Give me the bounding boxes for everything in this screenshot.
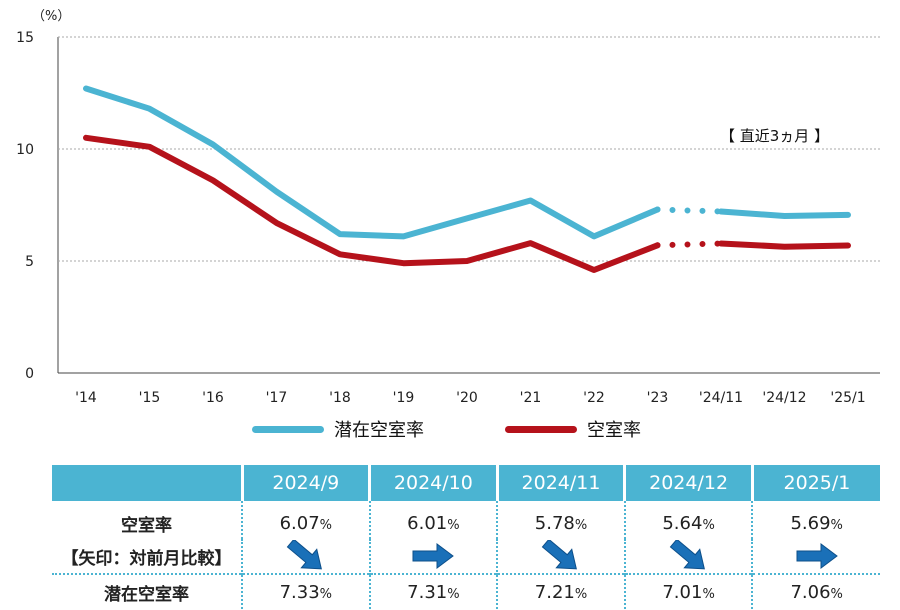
series-line-0 (83, 85, 661, 240)
x-tick-label: '24/11 (699, 390, 743, 406)
column-header: 2024/9 (240, 465, 370, 501)
row-label-potential: 潜在空室率 (52, 573, 242, 609)
recent-3-months-annotation: 【 直近3ヵ月 】 (720, 127, 829, 145)
column-header: 2024/11 (495, 465, 625, 501)
legend-swatch-vacancy (505, 425, 577, 433)
x-tick-label: '22 (583, 390, 605, 406)
vacancy-value: 6.01 (407, 512, 448, 534)
percent-sign: % (319, 517, 333, 533)
percent-sign: % (574, 517, 588, 533)
series-bridge-0 (654, 206, 724, 215)
y-tick-label: 10 (16, 142, 34, 158)
percent-sign: % (830, 586, 843, 602)
x-tick-label: '25/1 (830, 390, 865, 406)
arrow-shape (286, 540, 322, 570)
vacancy-value: 5.78 (534, 512, 575, 534)
vacancy-value: 6.07 (279, 512, 320, 534)
trend-arrow-cell (241, 539, 370, 574)
legend-label-vacancy: 空室率 (587, 420, 641, 441)
arrow-down-right-icon (541, 540, 577, 570)
vacancy-value: 5.64 (662, 512, 703, 534)
column-header: 2025/1 (750, 465, 880, 501)
table-row-potential: 潜在空室率 7.33% 7.31% 7.21% 7.01% 7.06% (52, 573, 880, 609)
y-tick-labels: 0 5 10 15 (16, 30, 34, 382)
arrow-shape (541, 540, 577, 570)
percent-sign: % (574, 586, 588, 602)
gridlines (57, 36, 880, 374)
y-tick-label: 5 (25, 254, 34, 270)
legend-item-vacancy: 空室率 (505, 416, 641, 442)
column-header: 2024/10 (368, 465, 498, 501)
percent-sign: % (830, 517, 843, 533)
series-bridge-1 (654, 240, 724, 249)
trend-arrow-cell (751, 539, 880, 574)
x-tick-label: '19 (393, 390, 415, 406)
x-tick-label: '17 (266, 390, 288, 406)
series-recent-line-1 (718, 240, 851, 250)
y-axis-unit-label: （%） (32, 9, 70, 24)
trend-arrow-cell (496, 539, 625, 574)
trend-arrow-cell (368, 539, 498, 574)
arrow-shape (669, 540, 705, 570)
percent-sign: % (447, 586, 460, 602)
percent-sign: % (319, 586, 333, 602)
potential-cell: 7.01% (623, 573, 753, 609)
potential-value: 7.01 (662, 581, 703, 603)
x-tick-label: '15 (139, 390, 161, 406)
table-header-row: 2024/9 2024/10 2024/11 2024/12 2025/1 (52, 465, 880, 501)
arrow-note: 【矢印：対前月比較】 (61, 548, 232, 569)
x-tick-label: '21 (520, 390, 542, 406)
arrow-shape (796, 543, 838, 569)
vacancy-cell: 6.01% (368, 501, 498, 539)
potential-value: 7.21 (534, 581, 575, 603)
x-tick-labels: '14 '15 '16 '17 '18 '19 '20 '21 '22 '23 '24/11 '24/… (75, 390, 865, 406)
percent-sign: % (702, 517, 715, 533)
vacancy-value: 5.69 (790, 512, 831, 534)
table-corner (52, 465, 242, 501)
legend-item-potential: 潜在空室率 (252, 416, 424, 442)
arrow-down-right-icon (669, 540, 705, 570)
arrow-right-icon (412, 543, 455, 569)
y-tick-label: 0 (25, 366, 34, 382)
potential-cell: 7.31% (368, 573, 498, 609)
arrow-down-right-icon (286, 540, 322, 570)
x-tick-label: '14 (75, 390, 97, 406)
x-tick-label: '23 (647, 390, 669, 406)
potential-cell: 7.06% (751, 573, 880, 609)
y-tick-label: 15 (16, 30, 34, 46)
x-tick-label: '16 (202, 390, 224, 406)
potential-value: 7.06 (790, 581, 831, 603)
x-tick-label: '24/12 (762, 390, 806, 406)
vacancy-cell: 6.07% (241, 501, 370, 539)
vacancy-cell: 5.78% (496, 501, 625, 539)
column-header: 2024/12 (623, 465, 753, 501)
trend-arrow-cell (623, 539, 753, 574)
line-chart: （%） 0 5 10 15 '14 '15 '16 '17 '18 '19 '20 '21 '22 '2… (16, 9, 880, 406)
percent-sign: % (447, 517, 460, 533)
row-label-vacancy: 空室率 (121, 515, 172, 536)
x-tick-label: '18 (329, 390, 351, 406)
monthly-stats-table: 2024/9 2024/10 2024/11 2024/12 2025/1 空室… (52, 465, 880, 609)
legend-swatch-potential (252, 425, 324, 433)
x-tick-label: '20 (456, 390, 478, 406)
vacancy-cell: 5.64% (623, 501, 753, 539)
series-lines (83, 85, 851, 273)
potential-value: 7.33 (279, 581, 320, 603)
series-recent-line-0 (718, 208, 851, 219)
table-row-vacancy: 空室率 6.07% 6.01% 5.78% 5.64% 5.69% (52, 501, 880, 539)
arrow-shape (412, 543, 455, 569)
series-line-1 (83, 134, 661, 273)
legend-label-potential: 潜在空室率 (334, 420, 424, 441)
potential-cell: 7.21% (496, 573, 625, 609)
arrow-right-icon (796, 543, 838, 569)
potential-cell: 7.33% (241, 573, 370, 609)
vacancy-cell: 5.69% (751, 501, 880, 539)
table-row-arrows: 【矢印：対前月比較】 (52, 539, 880, 574)
potential-value: 7.31 (407, 581, 448, 603)
percent-sign: % (702, 586, 715, 602)
